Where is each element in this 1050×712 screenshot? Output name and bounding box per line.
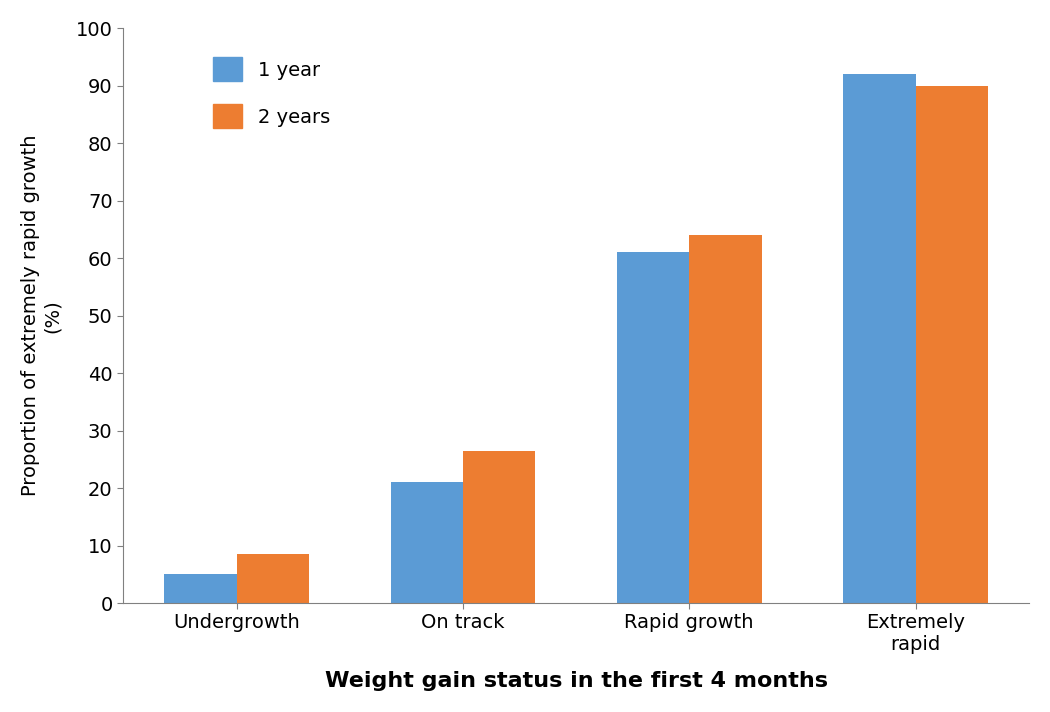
Bar — [689, 235, 761, 603]
Bar — [164, 575, 236, 603]
Bar — [391, 483, 463, 603]
Bar — [236, 554, 309, 603]
Legend: 1 year, 2 years: 1 year, 2 years — [205, 50, 338, 136]
Bar — [463, 451, 536, 603]
Bar — [616, 253, 689, 603]
Bar — [843, 74, 916, 603]
Y-axis label: Proportion of extremely rapid growth
(%): Proportion of extremely rapid growth (%) — [21, 135, 62, 496]
X-axis label: Weight gain status in the first 4 months: Weight gain status in the first 4 months — [324, 671, 827, 691]
Bar — [916, 86, 988, 603]
